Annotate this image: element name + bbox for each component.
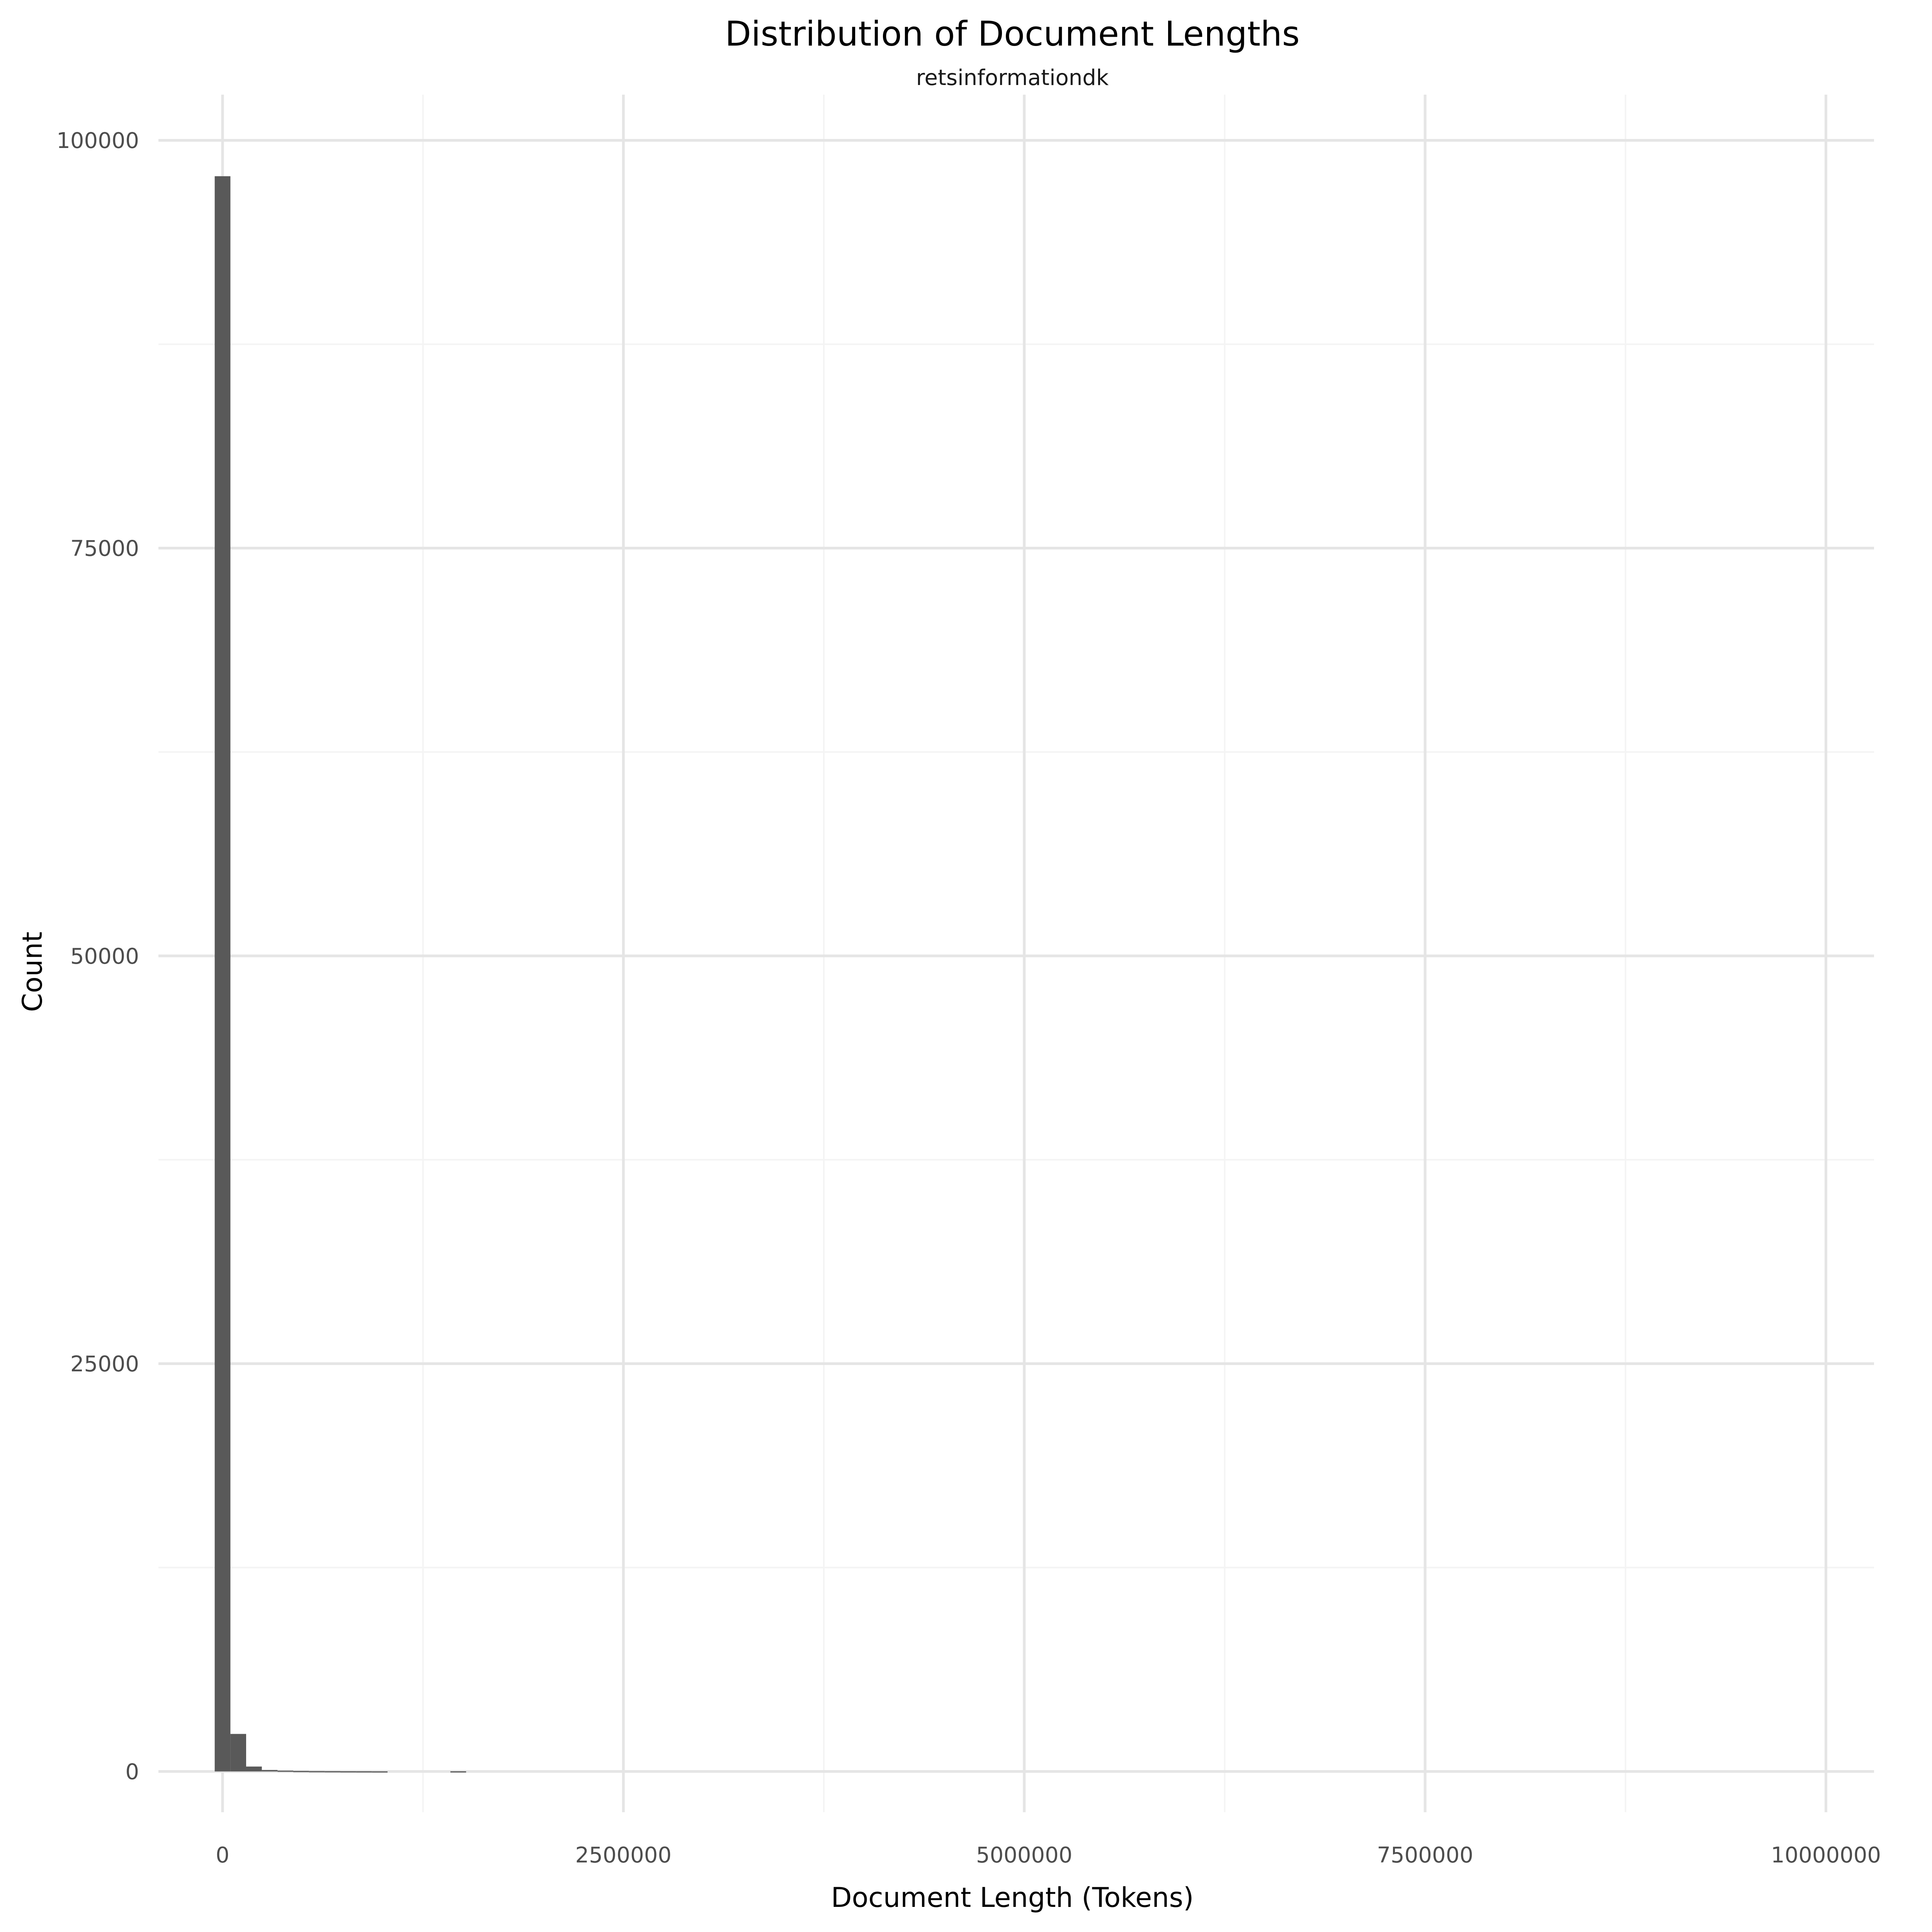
x-tick-label: 5000000: [976, 1843, 1072, 1868]
x-tick-label: 10000000: [1771, 1843, 1881, 1868]
histogram-bar: [325, 1771, 340, 1772]
y-axis-title: Count: [17, 932, 48, 1012]
histogram-bar: [450, 1771, 466, 1773]
histogram-bar: [293, 1771, 309, 1772]
histogram-bar: [356, 1771, 372, 1773]
x-tick-label: 2500000: [575, 1843, 672, 1868]
x-axis-tick-labels: 0 2500000 5000000 7500000 10000000: [216, 1843, 1881, 1868]
major-gridlines: [158, 95, 1874, 1812]
y-tick-label: 100000: [56, 128, 139, 153]
x-tick-label: 0: [216, 1843, 230, 1868]
histogram-bar: [309, 1771, 325, 1772]
y-tick-label: 0: [125, 1759, 139, 1784]
histogram-bar: [246, 1766, 262, 1772]
y-tick-label: 50000: [70, 944, 139, 969]
y-tick-label: 25000: [70, 1352, 139, 1377]
histogram-bar: [214, 176, 231, 1772]
chart-subtitle: retsinformationdk: [916, 65, 1109, 90]
minor-gridlines: [158, 95, 1874, 1812]
histogram-bar: [340, 1771, 356, 1773]
histogram-bar: [372, 1771, 388, 1773]
y-axis-tick-labels: 0 25000 50000 75000 100000: [56, 128, 139, 1784]
x-tick-label: 7500000: [1377, 1843, 1473, 1868]
x-axis-title: Document Length (Tokens): [831, 1882, 1194, 1913]
chart-title: Distribution of Document Lengths: [725, 14, 1299, 54]
histogram-bar: [230, 1734, 246, 1772]
y-tick-label: 75000: [70, 536, 139, 561]
histogram-bar: [277, 1770, 293, 1772]
histogram-bar: [262, 1770, 278, 1772]
histogram-bars: [214, 176, 466, 1773]
